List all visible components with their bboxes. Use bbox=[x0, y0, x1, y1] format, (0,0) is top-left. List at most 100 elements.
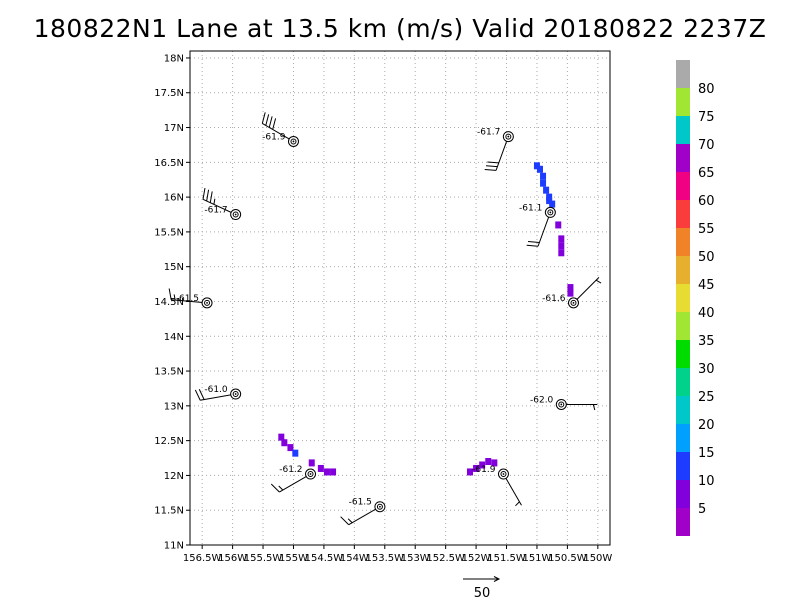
station: -61.7 bbox=[477, 128, 514, 171]
station-inner-circle bbox=[307, 471, 314, 478]
colorbar-label: 5 bbox=[698, 502, 706, 517]
station-label: -61.9 bbox=[472, 465, 496, 475]
y-tick-label: 16.5N bbox=[154, 158, 184, 169]
wind-cell bbox=[537, 165, 543, 173]
wind-cell bbox=[485, 458, 492, 466]
colorbar-label: 45 bbox=[698, 278, 715, 293]
x-tick-label: 154.5W bbox=[305, 553, 344, 564]
wind-barb-staff bbox=[171, 299, 208, 304]
colorbar-segment bbox=[676, 144, 690, 172]
wind-barb-half-feather bbox=[515, 501, 520, 507]
wind-cell bbox=[540, 179, 547, 187]
station: -61.9 bbox=[261, 112, 299, 147]
wind-cell bbox=[317, 464, 324, 472]
colorbar-segment bbox=[676, 228, 690, 256]
station-dot bbox=[234, 393, 237, 395]
colorbar-segment bbox=[676, 284, 690, 312]
x-tick-label: 152W bbox=[462, 553, 491, 564]
wind-barb-staff bbox=[200, 393, 236, 401]
station: -61.5 bbox=[168, 288, 213, 309]
station-inner-circle bbox=[290, 138, 297, 145]
station-label: -61.2 bbox=[279, 465, 302, 475]
colorbar-segment bbox=[676, 172, 690, 200]
station-label: -61.9 bbox=[262, 132, 286, 142]
station: -61.0 bbox=[194, 385, 242, 401]
wind-cell bbox=[533, 162, 540, 170]
wind-barb-feather bbox=[270, 483, 280, 493]
wind-barb-staff bbox=[537, 212, 551, 247]
reference-vector-head bbox=[493, 576, 501, 582]
station: -62.0 bbox=[530, 395, 598, 411]
plot-area bbox=[190, 51, 610, 545]
wind-barb-half-feather bbox=[595, 279, 602, 284]
wind-barb-feather bbox=[527, 241, 540, 243]
wind-barb-feather bbox=[206, 189, 210, 202]
colorbar-label: 60 bbox=[698, 194, 715, 209]
wind-cell bbox=[479, 461, 486, 469]
station: -61.2 bbox=[270, 465, 317, 493]
station-label: -61.5 bbox=[349, 498, 372, 508]
y-tick-label: 14.5N bbox=[154, 297, 184, 308]
wind-barb-half-feather bbox=[278, 485, 284, 491]
wind-cell bbox=[330, 468, 337, 476]
y-tick-label: 15.5N bbox=[154, 227, 184, 238]
wind-barb-feather bbox=[265, 114, 270, 126]
wind-barb-half-feather bbox=[213, 198, 216, 205]
wind-barb-half-feather bbox=[173, 294, 176, 301]
x-tick-label: 150.5W bbox=[548, 553, 587, 564]
y-tick-label: 12N bbox=[164, 471, 184, 482]
wind-barb-feather bbox=[526, 244, 539, 247]
station-inner-circle bbox=[500, 471, 507, 478]
wind-barb-feather bbox=[202, 187, 206, 200]
station-label: -61.7 bbox=[477, 128, 500, 138]
x-tick-label: 153W bbox=[401, 553, 430, 564]
wind-barb-feather bbox=[194, 389, 201, 401]
wind-barb-feather bbox=[268, 116, 273, 128]
wind-barb-staff bbox=[348, 506, 381, 526]
wind-barb-feather bbox=[340, 516, 350, 526]
colorbar-segment bbox=[676, 452, 690, 480]
colorbar-segment bbox=[676, 60, 690, 88]
plot-frame bbox=[189, 50, 611, 546]
y-tick-label: 15N bbox=[164, 262, 184, 273]
wind-barb-staff bbox=[202, 198, 236, 215]
y-tick-label: 17N bbox=[164, 123, 184, 134]
station-inner-circle bbox=[505, 133, 512, 140]
x-tick-label: 151W bbox=[522, 553, 551, 564]
y-tick-label: 11.5N bbox=[154, 506, 184, 517]
chart-title: 180822N1 Lane at 13.5 km (m/s) Valid 201… bbox=[33, 14, 767, 43]
station-label: -61.5 bbox=[176, 294, 199, 304]
y-tick-label: 13N bbox=[164, 401, 184, 412]
wind-barb-half-feather bbox=[592, 404, 596, 411]
reference-vector-label: 50 bbox=[474, 586, 491, 600]
wind-cell bbox=[540, 172, 547, 180]
station-label: -61.6 bbox=[542, 294, 566, 304]
wind-barb-staff bbox=[279, 473, 311, 493]
colorbar-label: 50 bbox=[698, 250, 715, 265]
y-tick-label: 18N bbox=[164, 53, 184, 64]
station: -61.5 bbox=[340, 498, 386, 526]
wind-cell bbox=[278, 433, 285, 441]
colorbar-label: 35 bbox=[698, 334, 715, 349]
y-tick-label: 11N bbox=[164, 541, 184, 552]
station-inner-circle bbox=[232, 211, 239, 218]
station-dot bbox=[572, 301, 575, 304]
colorbar-label: 70 bbox=[698, 138, 715, 153]
station-label: -61.1 bbox=[519, 203, 542, 213]
station-dot bbox=[234, 213, 237, 216]
wind-barb-staff bbox=[573, 277, 600, 304]
station: -61.9 bbox=[472, 465, 522, 507]
colorbar-segment bbox=[676, 200, 690, 228]
colorbar-label: 30 bbox=[698, 362, 715, 377]
colorbar-segment bbox=[676, 480, 690, 508]
station-label: -62.0 bbox=[530, 395, 554, 405]
wind-cell bbox=[323, 468, 330, 476]
wind-cell bbox=[567, 289, 574, 297]
station-inner-circle bbox=[376, 503, 383, 510]
colorbar-segment bbox=[676, 116, 690, 144]
wind-barb-feather bbox=[198, 389, 205, 400]
colorbar-label: 75 bbox=[698, 110, 715, 125]
wind-cell bbox=[308, 459, 315, 467]
station: -61.6 bbox=[542, 277, 602, 309]
